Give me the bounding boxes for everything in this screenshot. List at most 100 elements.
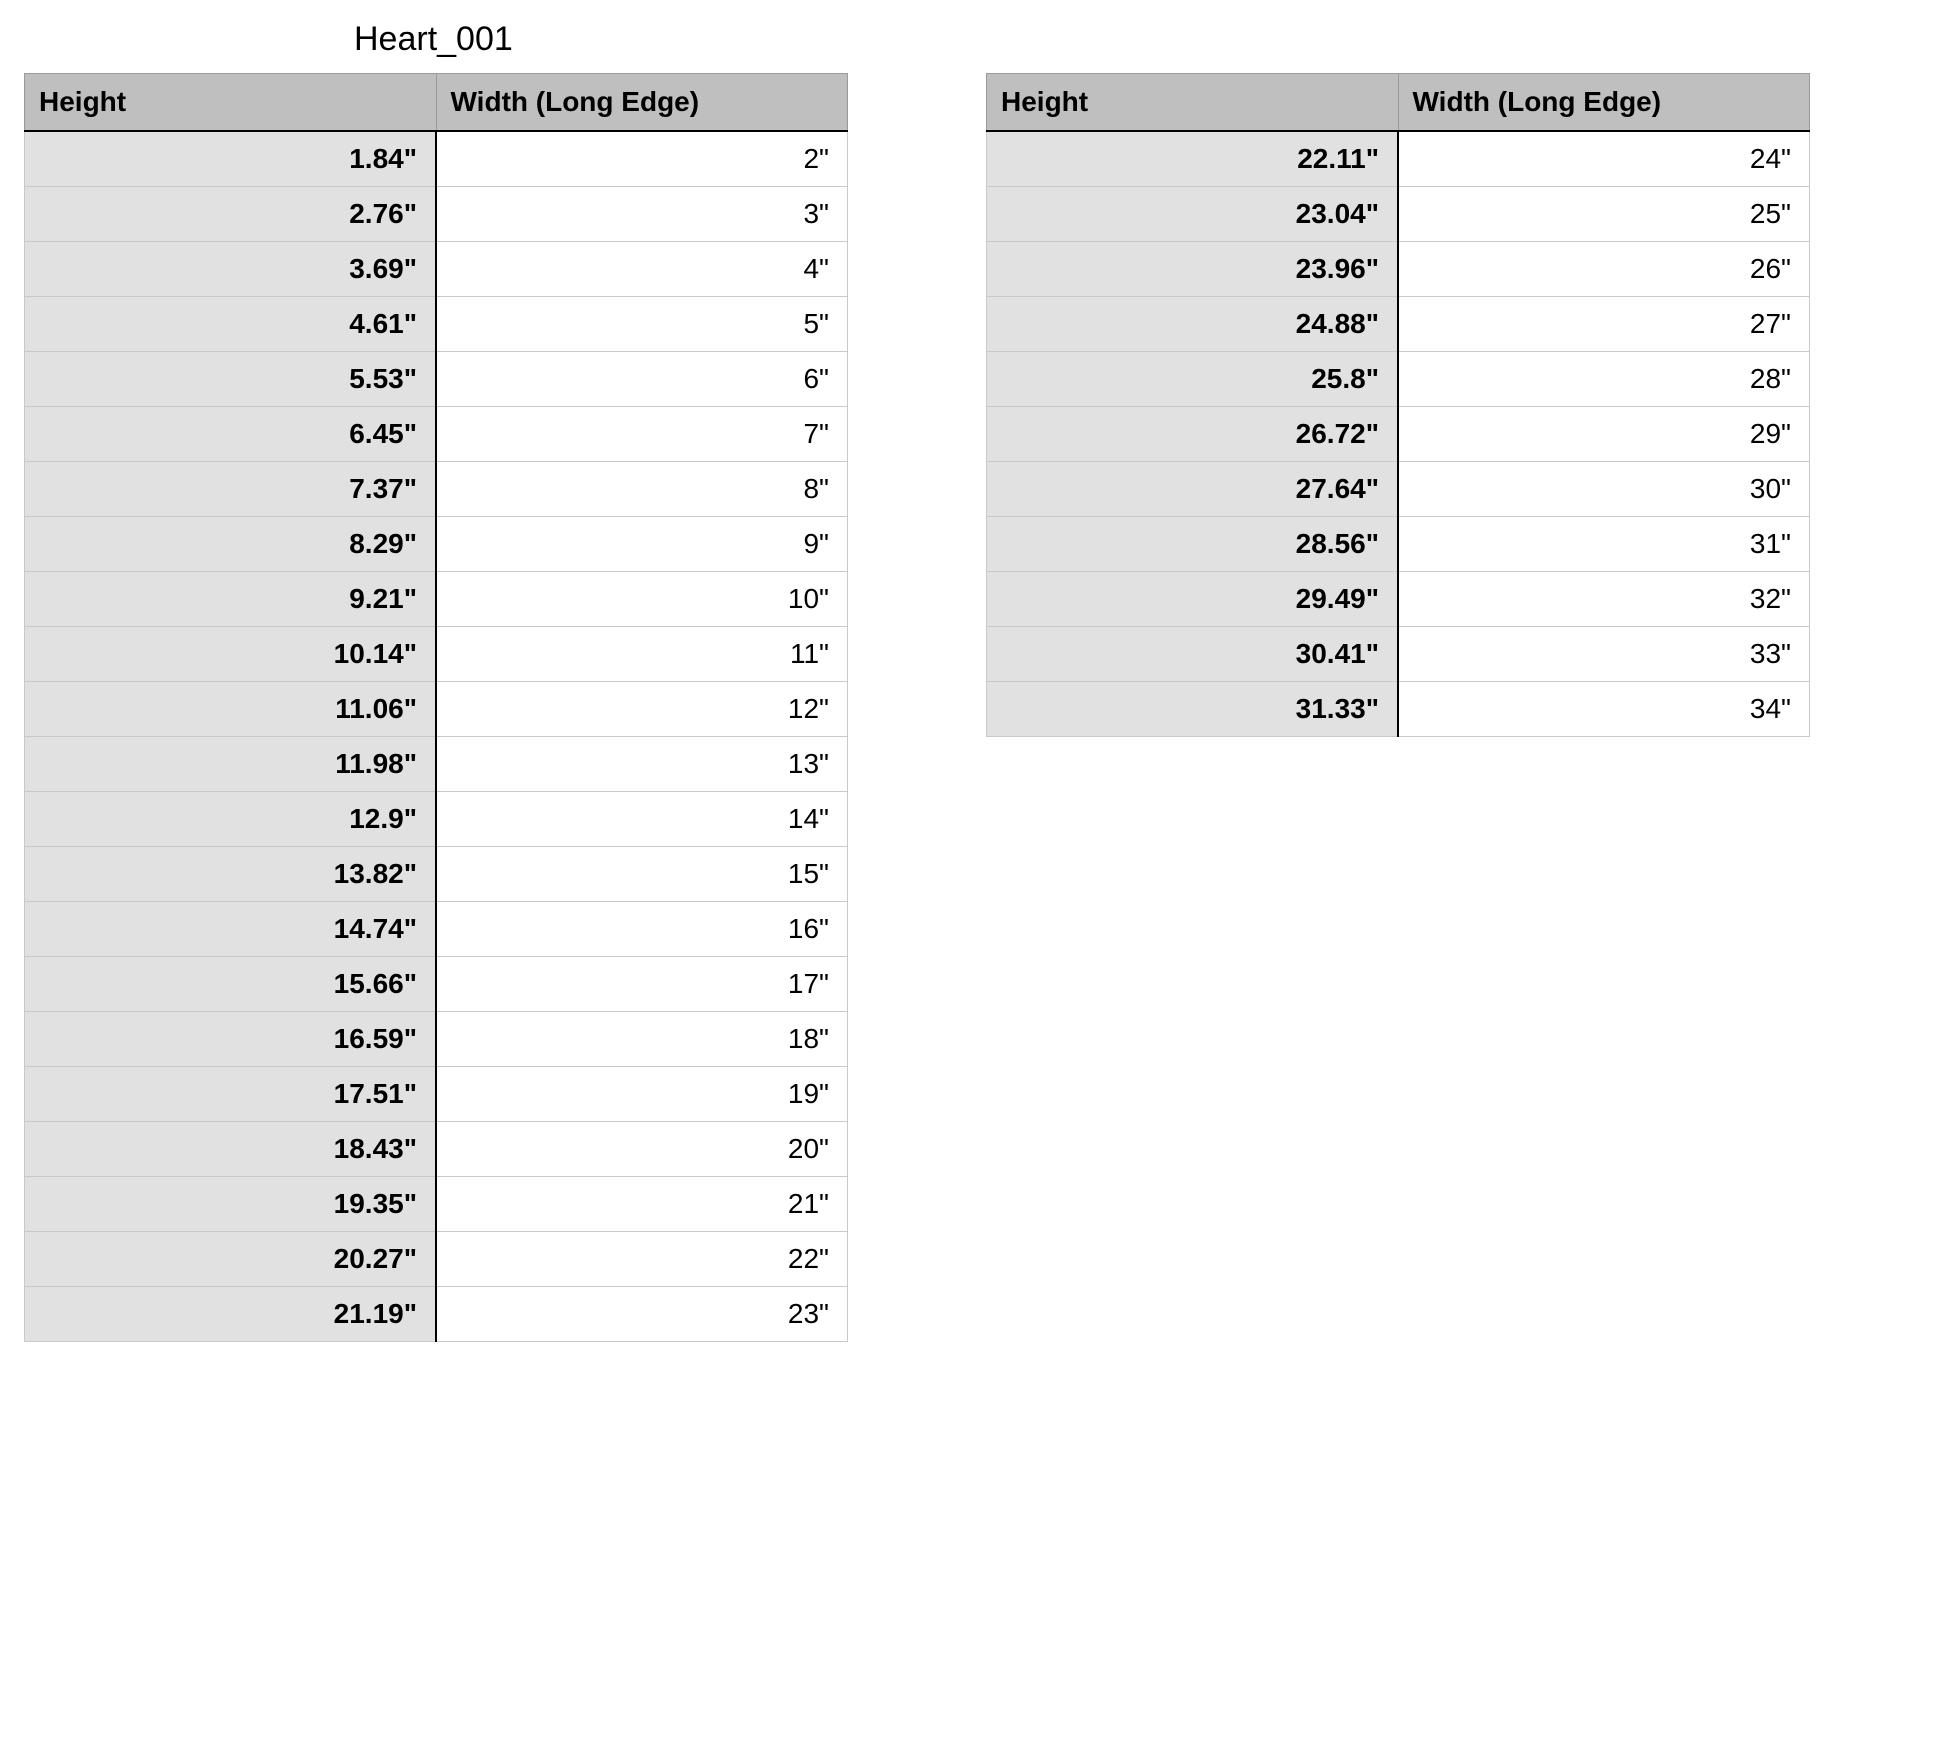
width-cell: 20" (436, 1122, 848, 1177)
width-cell: 19" (436, 1067, 848, 1122)
width-cell: 17" (436, 957, 848, 1012)
height-cell: 17.51" (25, 1067, 437, 1122)
height-cell: 8.29" (25, 517, 437, 572)
width-cell: 5" (436, 297, 848, 352)
table-body-right: 22.11"24"23.04"25"23.96"26"24.88"27"25.8… (987, 131, 1810, 737)
width-cell: 32" (1398, 572, 1810, 627)
table-header-row: Height Width (Long Edge) (987, 74, 1810, 132)
height-cell: 1.84" (25, 131, 437, 187)
table-row: 29.49"32" (987, 572, 1810, 627)
width-cell: 8" (436, 462, 848, 517)
width-cell: 25" (1398, 187, 1810, 242)
width-cell: 4" (436, 242, 848, 297)
width-cell: 31" (1398, 517, 1810, 572)
width-cell: 9" (436, 517, 848, 572)
tables-row: Height Width (Long Edge) 1.84"2"2.76"3"3… (24, 73, 1922, 1342)
width-cell: 26" (1398, 242, 1810, 297)
table-row: 21.19"23" (25, 1287, 848, 1342)
width-cell: 27" (1398, 297, 1810, 352)
width-cell: 12" (436, 682, 848, 737)
width-cell: 18" (436, 1012, 848, 1067)
height-cell: 30.41" (987, 627, 1399, 682)
table-row: 24.88"27" (987, 297, 1810, 352)
height-cell: 3.69" (25, 242, 437, 297)
table-body-left: 1.84"2"2.76"3"3.69"4"4.61"5"5.53"6"6.45"… (25, 131, 848, 1342)
table-row: 11.98"13" (25, 737, 848, 792)
height-cell: 11.06" (25, 682, 437, 737)
height-cell: 2.76" (25, 187, 437, 242)
height-cell: 19.35" (25, 1177, 437, 1232)
height-cell: 29.49" (987, 572, 1399, 627)
height-cell: 5.53" (25, 352, 437, 407)
table-row: 22.11"24" (987, 131, 1810, 187)
col-header-height: Height (987, 74, 1399, 132)
table-row: 23.96"26" (987, 242, 1810, 297)
width-cell: 34" (1398, 682, 1810, 737)
table-row: 16.59"18" (25, 1012, 848, 1067)
table-row: 26.72"29" (987, 407, 1810, 462)
height-cell: 4.61" (25, 297, 437, 352)
size-table-right: Height Width (Long Edge) 22.11"24"23.04"… (986, 73, 1810, 737)
height-cell: 21.19" (25, 1287, 437, 1342)
height-cell: 7.37" (25, 462, 437, 517)
size-table-left: Height Width (Long Edge) 1.84"2"2.76"3"3… (24, 73, 848, 1342)
width-cell: 33" (1398, 627, 1810, 682)
width-cell: 29" (1398, 407, 1810, 462)
width-cell: 14" (436, 792, 848, 847)
col-header-width: Width (Long Edge) (1398, 74, 1810, 132)
height-cell: 26.72" (987, 407, 1399, 462)
width-cell: 13" (436, 737, 848, 792)
height-cell: 16.59" (25, 1012, 437, 1067)
height-cell: 14.74" (25, 902, 437, 957)
width-cell: 28" (1398, 352, 1810, 407)
page: Heart_001 Height Width (Long Edge) 1.84"… (0, 0, 1946, 1382)
table-row: 19.35"21" (25, 1177, 848, 1232)
height-cell: 20.27" (25, 1232, 437, 1287)
height-cell: 25.8" (987, 352, 1399, 407)
table-row: 30.41"33" (987, 627, 1810, 682)
table-row: 17.51"19" (25, 1067, 848, 1122)
height-cell: 27.64" (987, 462, 1399, 517)
width-cell: 6" (436, 352, 848, 407)
page-title: Heart_001 (354, 20, 1922, 59)
table-row: 25.8"28" (987, 352, 1810, 407)
height-cell: 23.96" (987, 242, 1399, 297)
table-row: 31.33"34" (987, 682, 1810, 737)
height-cell: 11.98" (25, 737, 437, 792)
col-header-height: Height (25, 74, 437, 132)
table-row: 8.29"9" (25, 517, 848, 572)
col-header-width: Width (Long Edge) (436, 74, 848, 132)
table-row: 14.74"16" (25, 902, 848, 957)
height-cell: 10.14" (25, 627, 437, 682)
height-cell: 23.04" (987, 187, 1399, 242)
table-row: 2.76"3" (25, 187, 848, 242)
table-row: 9.21"10" (25, 572, 848, 627)
table-row: 18.43"20" (25, 1122, 848, 1177)
table-row: 3.69"4" (25, 242, 848, 297)
width-cell: 15" (436, 847, 848, 902)
table-row: 15.66"17" (25, 957, 848, 1012)
height-cell: 24.88" (987, 297, 1399, 352)
table-row: 13.82"15" (25, 847, 848, 902)
width-cell: 22" (436, 1232, 848, 1287)
table-row: 6.45"7" (25, 407, 848, 462)
table-row: 10.14"11" (25, 627, 848, 682)
height-cell: 15.66" (25, 957, 437, 1012)
height-cell: 9.21" (25, 572, 437, 627)
table-row: 4.61"5" (25, 297, 848, 352)
height-cell: 18.43" (25, 1122, 437, 1177)
width-cell: 2" (436, 131, 848, 187)
width-cell: 21" (436, 1177, 848, 1232)
table-header-row: Height Width (Long Edge) (25, 74, 848, 132)
table-row: 1.84"2" (25, 131, 848, 187)
height-cell: 6.45" (25, 407, 437, 462)
table-row: 23.04"25" (987, 187, 1810, 242)
height-cell: 13.82" (25, 847, 437, 902)
width-cell: 7" (436, 407, 848, 462)
width-cell: 23" (436, 1287, 848, 1342)
table-row: 5.53"6" (25, 352, 848, 407)
height-cell: 12.9" (25, 792, 437, 847)
width-cell: 3" (436, 187, 848, 242)
width-cell: 10" (436, 572, 848, 627)
table-row: 28.56"31" (987, 517, 1810, 572)
